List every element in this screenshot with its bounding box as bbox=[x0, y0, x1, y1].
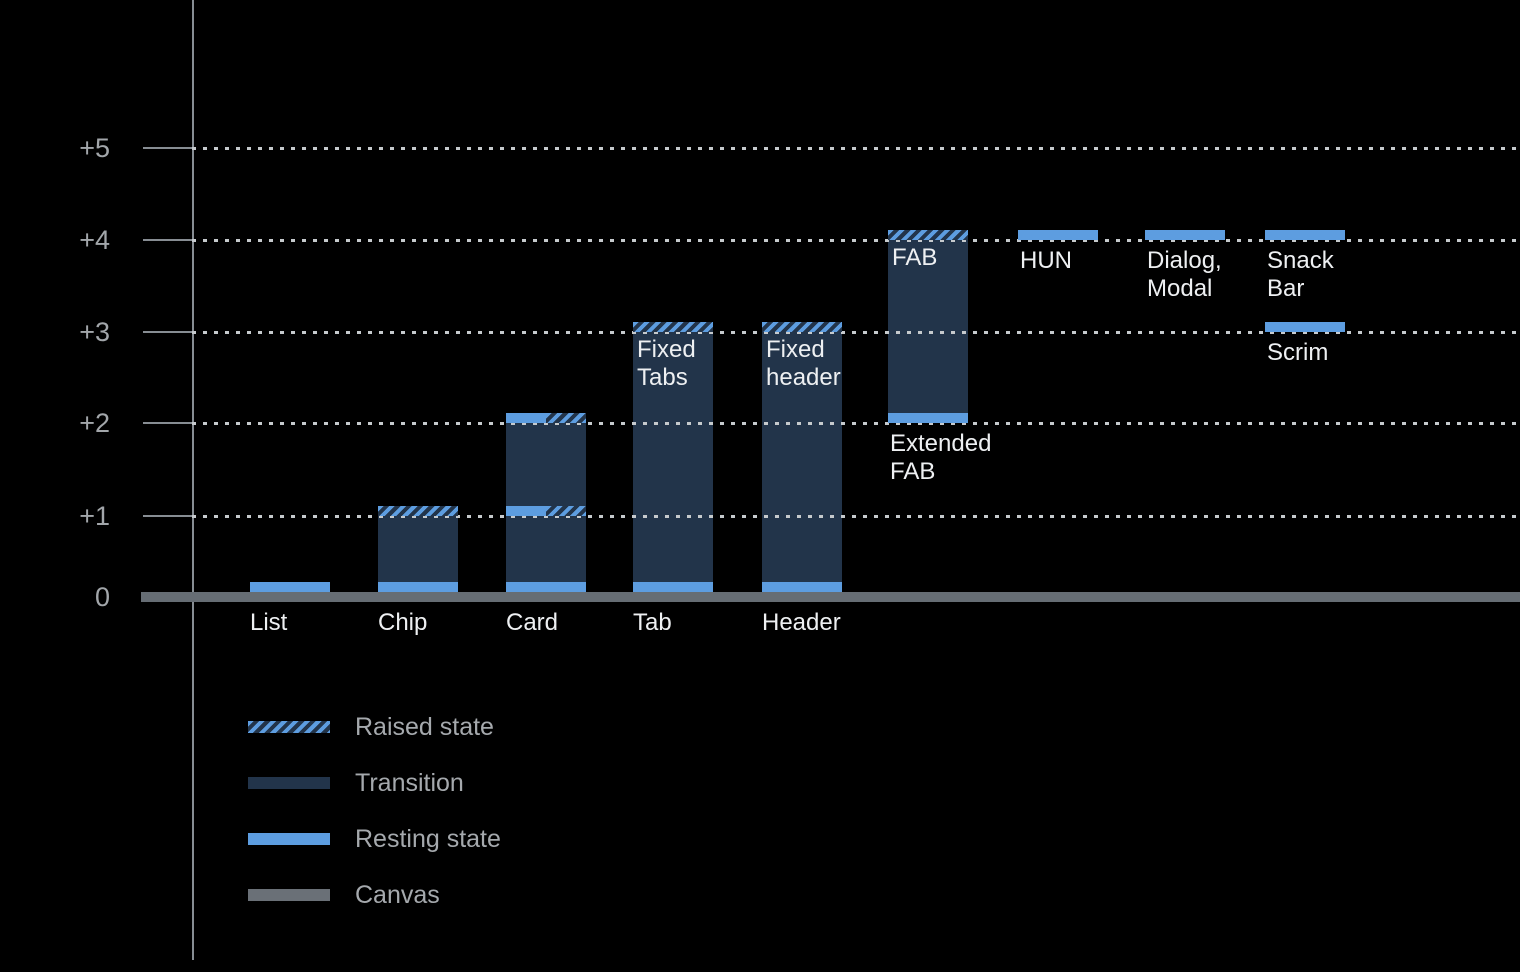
canvas-swatch-icon bbox=[248, 889, 330, 901]
legend-item-resting-state: Resting state bbox=[248, 825, 501, 853]
resting-band bbox=[506, 582, 586, 592]
resting-band bbox=[250, 582, 330, 592]
y-tick-label: +1 bbox=[79, 501, 110, 531]
y-tick-label: +5 bbox=[79, 133, 110, 163]
under-label-fab: Extended FAB bbox=[890, 430, 992, 485]
resting-band bbox=[1265, 322, 1345, 332]
gridline-plus5 bbox=[192, 147, 1520, 150]
raised-state-swatch-icon bbox=[248, 721, 330, 733]
y-tick-label: +2 bbox=[79, 408, 110, 438]
inner-label-header: Fixed header bbox=[766, 336, 841, 391]
y-tick bbox=[143, 331, 192, 333]
legend-label: Canvas bbox=[355, 881, 440, 909]
y-tick-label: +3 bbox=[79, 317, 110, 347]
transition-segment bbox=[378, 516, 458, 592]
y-tick bbox=[143, 239, 192, 241]
transition-segment bbox=[633, 332, 713, 592]
legend-label: Resting state bbox=[355, 825, 501, 853]
gridline-plus1 bbox=[192, 515, 1520, 518]
inner-label-tab: Fixed Tabs bbox=[637, 336, 696, 391]
resting-band bbox=[888, 413, 968, 423]
legend: Raised state Transition Resting state Ca… bbox=[248, 713, 501, 939]
resting-band bbox=[506, 506, 546, 516]
y-tick-label: 0 bbox=[94, 582, 110, 612]
raised-band bbox=[888, 230, 968, 240]
raised-band bbox=[633, 322, 713, 332]
resting-band bbox=[378, 582, 458, 592]
raised-band bbox=[546, 506, 586, 516]
transition-swatch-icon bbox=[248, 777, 330, 789]
axis-label-chip: Chip bbox=[378, 609, 428, 636]
legend-label: Transition bbox=[355, 769, 464, 797]
under-label-dialog-modal: Dialog, Modal bbox=[1147, 247, 1222, 302]
gridline-plus2 bbox=[192, 422, 1520, 425]
y-tick-label: +4 bbox=[79, 225, 110, 255]
y-tick bbox=[143, 422, 192, 424]
legend-item-canvas: Canvas bbox=[248, 881, 501, 909]
legend-item-raised-state: Raised state bbox=[248, 713, 501, 741]
resting-state-swatch-icon bbox=[248, 833, 330, 845]
resting-band bbox=[1145, 230, 1225, 240]
y-tick bbox=[143, 515, 192, 517]
under-label-snack-bar: Snack Bar bbox=[1267, 247, 1334, 302]
inner-label-fab: FAB bbox=[892, 244, 938, 271]
transition-segment bbox=[762, 332, 842, 592]
under-label-scrim: Scrim bbox=[1267, 339, 1329, 366]
resting-band bbox=[1018, 230, 1098, 240]
gridline-plus3 bbox=[192, 331, 1520, 334]
axis-label-card: Card bbox=[506, 609, 559, 636]
axis-label-tab: Tab bbox=[633, 609, 672, 636]
raised-band bbox=[546, 413, 586, 423]
resting-band bbox=[762, 582, 842, 592]
resting-band bbox=[506, 413, 546, 423]
axis-label-header: Header bbox=[762, 609, 841, 636]
y-tick bbox=[143, 147, 192, 149]
legend-label: Raised state bbox=[355, 713, 494, 741]
resting-band bbox=[633, 582, 713, 592]
gridline-plus4 bbox=[192, 239, 1520, 242]
axis-label-list: List bbox=[250, 609, 288, 636]
legend-item-transition: Transition bbox=[248, 769, 501, 797]
under-label-hun: HUN bbox=[1020, 247, 1072, 274]
y-axis-line bbox=[192, 0, 194, 960]
resting-band bbox=[1265, 230, 1345, 240]
canvas-baseline bbox=[141, 592, 1520, 602]
raised-band bbox=[762, 322, 842, 332]
raised-band bbox=[378, 506, 458, 516]
